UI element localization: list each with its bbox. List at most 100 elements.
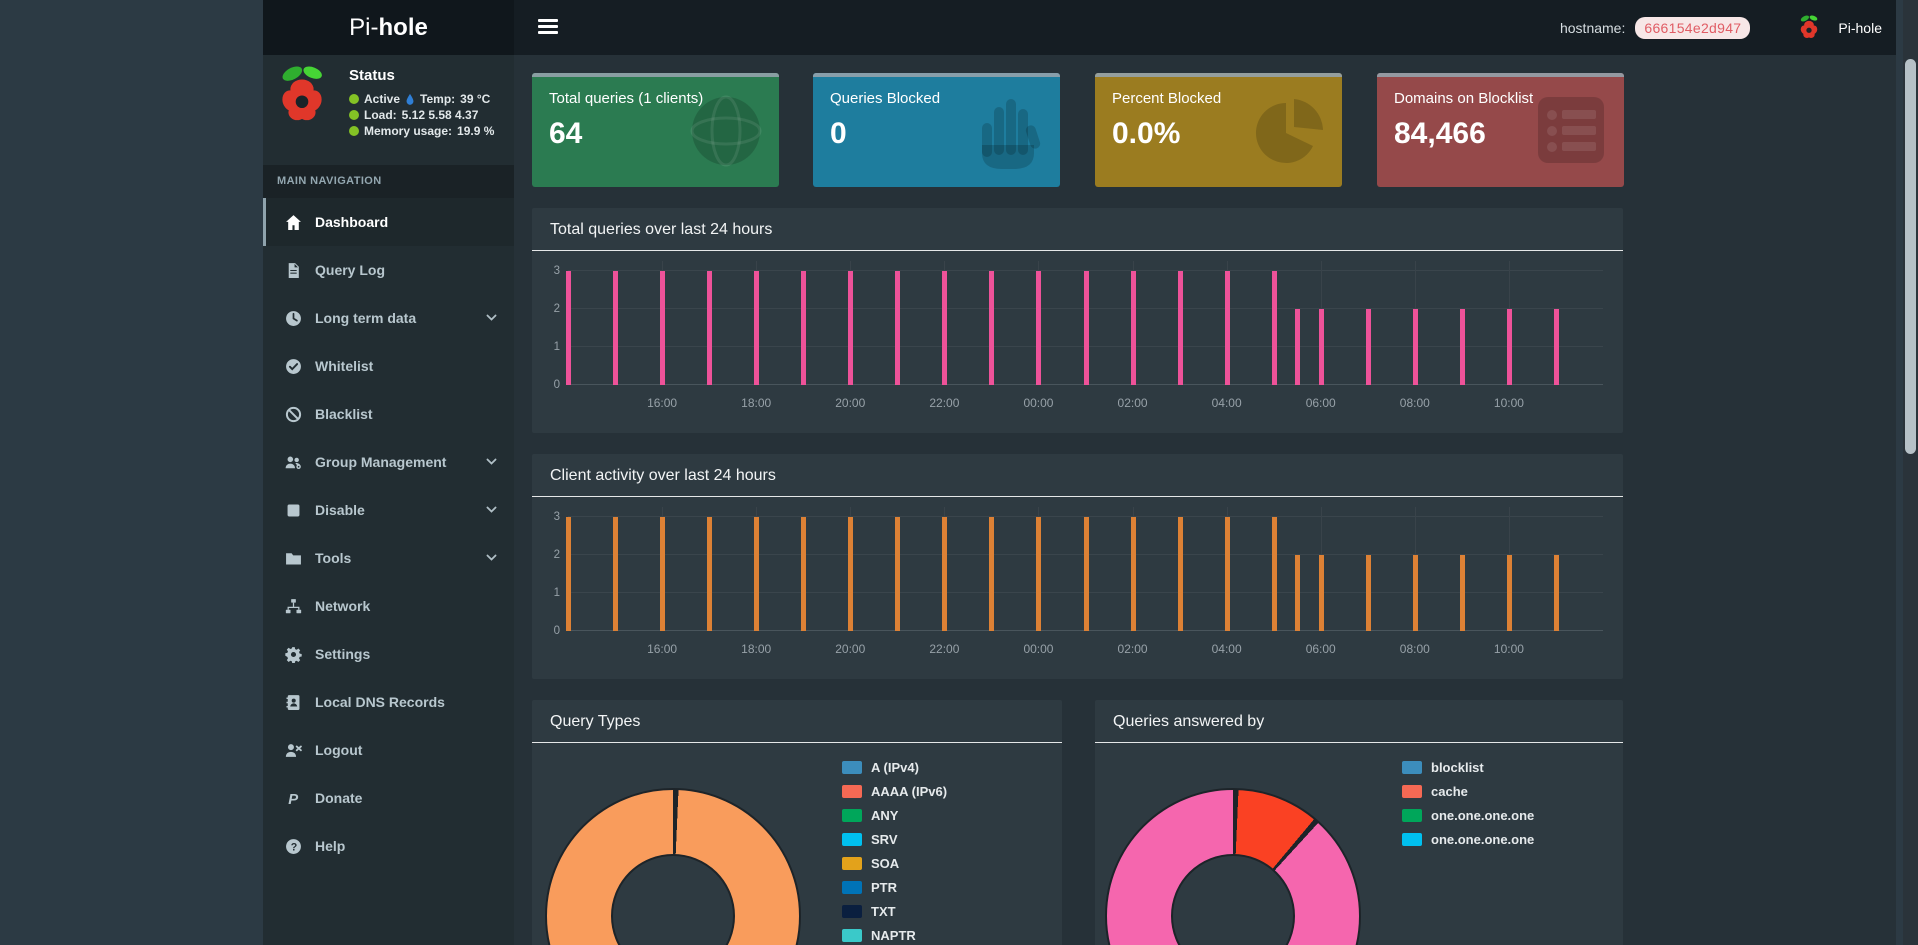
app-logo-text-bold: hole bbox=[378, 13, 428, 41]
bar bbox=[1506, 309, 1512, 385]
sidebar-item-query-log[interactable]: Query Log bbox=[263, 246, 514, 294]
total-queries-chart-box: Total queries over last 24 hours 0 1 2 3 16:… bbox=[532, 208, 1623, 433]
card-value: 84,466 bbox=[1394, 117, 1486, 150]
chart-title: Client activity over last 24 hours bbox=[532, 454, 1623, 497]
legend-label: AAAA (IPv6) bbox=[871, 784, 948, 799]
bar bbox=[1130, 517, 1136, 631]
bar bbox=[848, 271, 854, 385]
bar bbox=[1271, 517, 1277, 631]
chevron-down-icon bbox=[485, 551, 498, 564]
sidebar-item-blacklist[interactable]: Blacklist bbox=[263, 390, 514, 438]
legend-color-chip bbox=[842, 857, 862, 870]
clock-icon bbox=[285, 310, 302, 327]
hamburger-menu-icon[interactable] bbox=[538, 19, 558, 35]
pihole-app: Pi-hole hostname: 666154e2d947 Pi-hole S… bbox=[263, 0, 1896, 945]
bar bbox=[989, 271, 995, 385]
temperature-drop-icon bbox=[406, 93, 414, 105]
bar bbox=[1318, 555, 1324, 631]
chart-plot-area: 0 1 2 3 16:00 18:00 20:00 22:00 00:00 02:00 04:00 0… bbox=[554, 507, 1603, 656]
sidebar-item-whitelist[interactable]: Whitelist bbox=[263, 342, 514, 390]
bar bbox=[801, 517, 807, 631]
bar bbox=[895, 517, 901, 631]
bar bbox=[801, 271, 807, 385]
x-axis-tick-label: 04:00 bbox=[1211, 396, 1242, 410]
legend-color-chip bbox=[842, 881, 862, 894]
legend-item-cache[interactable]: cache bbox=[1402, 784, 1534, 799]
sidebar-item-group-management[interactable]: Group Management bbox=[263, 438, 514, 486]
legend-label: SOA bbox=[871, 856, 900, 871]
sidebar-item-long-term-data[interactable]: Long term data bbox=[263, 294, 514, 342]
legend-color-chip bbox=[842, 833, 862, 846]
x-axis-tick-label: 10:00 bbox=[1493, 642, 1524, 656]
legend-label: TXT bbox=[871, 904, 896, 919]
bar bbox=[1506, 555, 1512, 631]
sidebar-item-label: Query Log bbox=[315, 262, 386, 278]
card-value: 64 bbox=[549, 117, 583, 150]
sidebar-item-logout[interactable]: Logout bbox=[263, 726, 514, 774]
bar bbox=[613, 271, 619, 385]
sidebar-item-local-dns-records[interactable]: Local DNS Records bbox=[263, 678, 514, 726]
bar bbox=[1412, 555, 1418, 631]
status-green-dot-icon bbox=[349, 110, 359, 120]
legend-color-chip bbox=[1402, 833, 1422, 846]
bar bbox=[754, 271, 760, 385]
legend-item-one-one-one-one[interactable]: one.one.one.one bbox=[1402, 832, 1534, 847]
sidebar-item-label: Tools bbox=[315, 550, 352, 566]
sidebar-item-label: Local DNS Records bbox=[315, 694, 445, 710]
card-title: Percent Blocked bbox=[1112, 90, 1222, 107]
x-axis-tick-label: 20:00 bbox=[835, 396, 866, 410]
status-panel: Status Active Temp: 39 °C Load: 5.12 5.5… bbox=[263, 55, 514, 157]
status-green-dot-icon bbox=[349, 126, 359, 136]
chevron-down-icon bbox=[485, 503, 498, 516]
chart-title: Queries answered by bbox=[1095, 700, 1623, 743]
legend-item-blocklist[interactable]: blocklist bbox=[1402, 760, 1534, 775]
legend-item-any[interactable]: ANY bbox=[842, 808, 947, 823]
scrollbar-thumb[interactable] bbox=[1905, 59, 1916, 454]
legend-item-srv[interactable]: SRV bbox=[842, 832, 947, 847]
sidebar-item-label: Logout bbox=[315, 742, 363, 758]
navbar-right: hostname: 666154e2d947 Pi-hole bbox=[1560, 0, 1882, 55]
x-axis-tick-label: 22:00 bbox=[929, 396, 960, 410]
status-load-label: Load: bbox=[364, 108, 397, 122]
app-logo-text-light: Pi- bbox=[349, 13, 379, 41]
summary-card-domains-on-blocklist: Domains on Blocklist 84,466 bbox=[1377, 73, 1624, 187]
sidebar-item-help[interactable]: ? Help bbox=[263, 822, 514, 870]
sidebar-item-label: Network bbox=[315, 598, 371, 614]
bar bbox=[566, 517, 571, 631]
hand-icon bbox=[968, 91, 1048, 171]
sidebar-item-tools[interactable]: Tools bbox=[263, 534, 514, 582]
legend-item-aaaa-ipv6-[interactable]: AAAA (IPv6) bbox=[842, 784, 947, 799]
y-axis-tick-label: 3 bbox=[553, 265, 560, 277]
query-types-legend: A (IPv4) AAAA (IPv6) ANY SRV SOA PTR TXT NAPTR bbox=[842, 760, 947, 945]
legend-item-soa[interactable]: SOA bbox=[842, 856, 947, 871]
sidebar-item-donate[interactable]: P Donate bbox=[263, 774, 514, 822]
sidebar-item-disable[interactable]: Disable bbox=[263, 486, 514, 534]
sidebar-item-settings[interactable]: Settings bbox=[263, 630, 514, 678]
legend-item-txt[interactable]: TXT bbox=[842, 904, 947, 919]
legend-item-one-one-one-one[interactable]: one.one.one.one bbox=[1402, 808, 1534, 823]
sidebar-item-label: Group Management bbox=[315, 454, 447, 470]
sidebar-item-dashboard[interactable]: Dashboard bbox=[263, 198, 514, 246]
queries-answered-box: Queries answered by blocklist cache one.on… bbox=[1095, 700, 1623, 945]
bar bbox=[1036, 517, 1042, 631]
sidebar-item-label: Blacklist bbox=[315, 406, 373, 422]
legend-item-naptr[interactable]: NAPTR bbox=[842, 928, 947, 943]
legend-item-ptr[interactable]: PTR bbox=[842, 880, 947, 895]
queries-answered-legend: blocklist cache one.one.one.one one.one.one… bbox=[1402, 760, 1534, 856]
bar bbox=[1365, 555, 1371, 631]
bar bbox=[1318, 309, 1324, 385]
sidebar-section-header: MAIN NAVIGATION bbox=[263, 165, 514, 198]
bar bbox=[1295, 555, 1301, 631]
bar bbox=[613, 517, 619, 631]
query-types-box: Query Types A (IPv4) AAAA (IPv6) ANY SRV SOA… bbox=[532, 700, 1062, 945]
legend-label: SRV bbox=[871, 832, 898, 847]
y-axis-tick-label: 2 bbox=[553, 303, 560, 315]
sidebar-item-network[interactable]: Network bbox=[263, 582, 514, 630]
bar bbox=[942, 271, 948, 385]
legend-item-a-ipv4-[interactable]: A (IPv4) bbox=[842, 760, 947, 775]
svg-text:P: P bbox=[288, 791, 298, 806]
sidebar-nav-list: Dashboard Query Log Long term data Whitelis… bbox=[263, 198, 514, 870]
status-title: Status bbox=[349, 67, 395, 84]
legend-label: one.one.one.one bbox=[1431, 832, 1535, 847]
user-x-icon bbox=[285, 742, 302, 759]
